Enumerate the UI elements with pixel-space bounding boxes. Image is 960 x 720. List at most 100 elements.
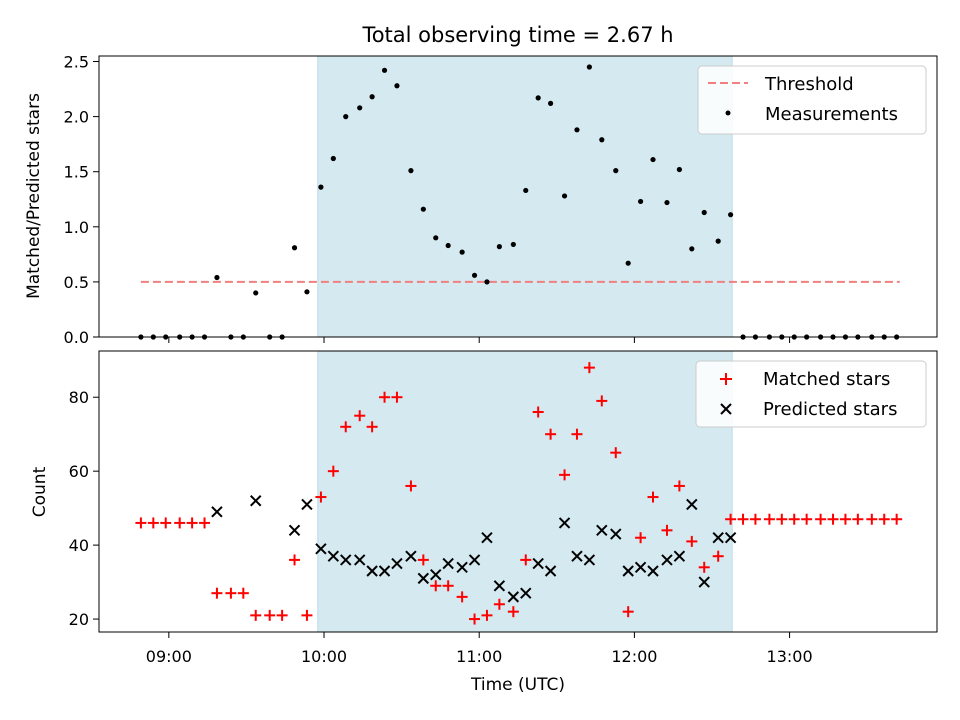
predicted-stars-point: [481, 532, 493, 544]
top-y-axis-label: Matched/Predicted stars: [24, 93, 44, 299]
measurement-point: [459, 249, 465, 255]
legend-predicted-label: Predicted stars: [763, 399, 897, 420]
predicted-stars-point: [698, 576, 710, 588]
measurement-point: [496, 244, 502, 250]
measurement-point: [561, 193, 568, 199]
matched-stars-point: [199, 517, 211, 529]
predicted-stars-point: [571, 550, 583, 562]
measurement-point: [676, 166, 682, 173]
matched-stars-point: [698, 561, 710, 573]
measurement-point: [599, 137, 605, 143]
matched-stars-point: [815, 513, 827, 525]
measurement-point: [586, 64, 592, 70]
top-ytick-label: 1.5: [64, 163, 89, 182]
predicted-stars-point: [354, 554, 366, 566]
matched-stars-point: [686, 535, 698, 547]
predicted-stars-point: [673, 550, 686, 562]
predicted-stars-point: [686, 498, 698, 511]
predicted-stars-point: [596, 524, 608, 537]
legend-measurements-swatch: [725, 110, 731, 116]
bottom-x-ticks: 09:00 10:00 11:00 12:00 13:00: [146, 632, 813, 666]
predicted-stars-point: [493, 580, 506, 592]
matched-stars-point: [749, 513, 761, 525]
measurement-point: [471, 272, 478, 278]
measurement-point: [381, 67, 388, 73]
matched-stars-point: [596, 395, 608, 407]
top-ytick-label: 1.0: [64, 218, 89, 237]
bottom-panel: 20 40 60 80 09:00 10:00 11:00 12:00 13:00 Count…: [30, 350, 938, 695]
measurement-point: [664, 199, 670, 206]
measurement-point: [701, 209, 707, 216]
matched-stars-series: [135, 362, 903, 625]
predicted-stars-point: [724, 532, 737, 544]
matched-stars-point: [174, 517, 186, 529]
bottom-y-ticks: 20 40 60 80: [69, 388, 99, 629]
bottom-legend: Matched stars Predicted stars: [695, 360, 927, 428]
matched-stars-point: [430, 580, 442, 592]
predicted-stars-point: [340, 554, 352, 566]
predicted-stars-point: [456, 561, 468, 574]
matched-stars-point: [379, 391, 391, 403]
measurement-point: [369, 94, 375, 100]
predicted-stars-point: [315, 543, 327, 555]
top-axes-frame: [98, 55, 938, 338]
matched-stars-point: [866, 513, 878, 525]
matched-stars-point: [891, 513, 903, 525]
xtick-label: 12:00: [611, 647, 657, 666]
bottom-axes-frame: [98, 350, 938, 633]
xtick-label: 10:00: [301, 647, 347, 666]
measurement-point: [510, 241, 516, 248]
predicted-stars-point: [250, 495, 262, 507]
measurement-point: [357, 105, 363, 111]
measurement-point: [330, 155, 336, 162]
matched-stars-point: [366, 421, 378, 433]
matched-stars-point: [788, 513, 800, 525]
predicted-stars-point: [288, 524, 301, 537]
top-y-ticks: 0.0 0.5 1.0 1.5 2.0 2.5: [64, 53, 99, 347]
predicted-stars-point: [391, 557, 403, 570]
top-legend: Threshold Measurements: [697, 65, 927, 135]
matched-stars-point: [852, 513, 864, 525]
legend-matched-swatch: [720, 373, 732, 385]
matched-stars-point: [327, 465, 339, 477]
predicted-stars-point: [301, 498, 313, 511]
bottom-y-axis-label: Count: [30, 466, 50, 517]
predicted-stars-point: [405, 550, 417, 562]
top-chart-title: Total observing time = 2.67 h: [361, 23, 673, 47]
matched-stars-point: [160, 517, 172, 529]
matched-stars-point: [481, 609, 493, 621]
predicted-stars-point: [558, 517, 571, 529]
legend-threshold-label: Threshold: [764, 74, 854, 95]
xtick-label: 11:00: [456, 647, 502, 666]
measurement-point: [574, 127, 580, 133]
measurement-point: [613, 168, 619, 174]
predicted-stars-point: [430, 568, 442, 581]
matched-stars-point: [635, 532, 647, 544]
matched-stars-point: [237, 587, 249, 599]
top-shaded-interval: [317, 55, 733, 338]
matched-stars-point: [354, 410, 366, 422]
bottom-ytick-label: 60: [69, 462, 89, 481]
legend-matched-label: Matched stars: [763, 369, 890, 390]
measurement-point: [318, 184, 324, 190]
top-ytick-label: 0.0: [64, 328, 89, 347]
matched-stars-point: [571, 428, 583, 440]
matched-stars-point: [211, 587, 223, 599]
measurement-point: [625, 260, 631, 266]
predicted-stars-point: [366, 565, 378, 577]
bottom-shaded-interval: [317, 350, 733, 633]
predicted-stars-point: [468, 554, 481, 566]
matched-stars-point: [520, 554, 532, 566]
matched-stars-point: [417, 554, 429, 566]
matched-stars-point: [289, 554, 301, 566]
matched-stars-point: [878, 513, 890, 525]
predicted-stars-point: [327, 550, 340, 562]
measurement-point: [523, 187, 529, 194]
predicted-stars-point: [507, 591, 520, 603]
matched-stars-point: [186, 517, 198, 529]
predicted-stars-point: [442, 557, 454, 570]
matched-stars-point: [493, 598, 505, 610]
matched-stars-point: [507, 606, 519, 618]
matched-stars-point: [610, 447, 622, 459]
predicted-stars-point: [544, 565, 557, 577]
